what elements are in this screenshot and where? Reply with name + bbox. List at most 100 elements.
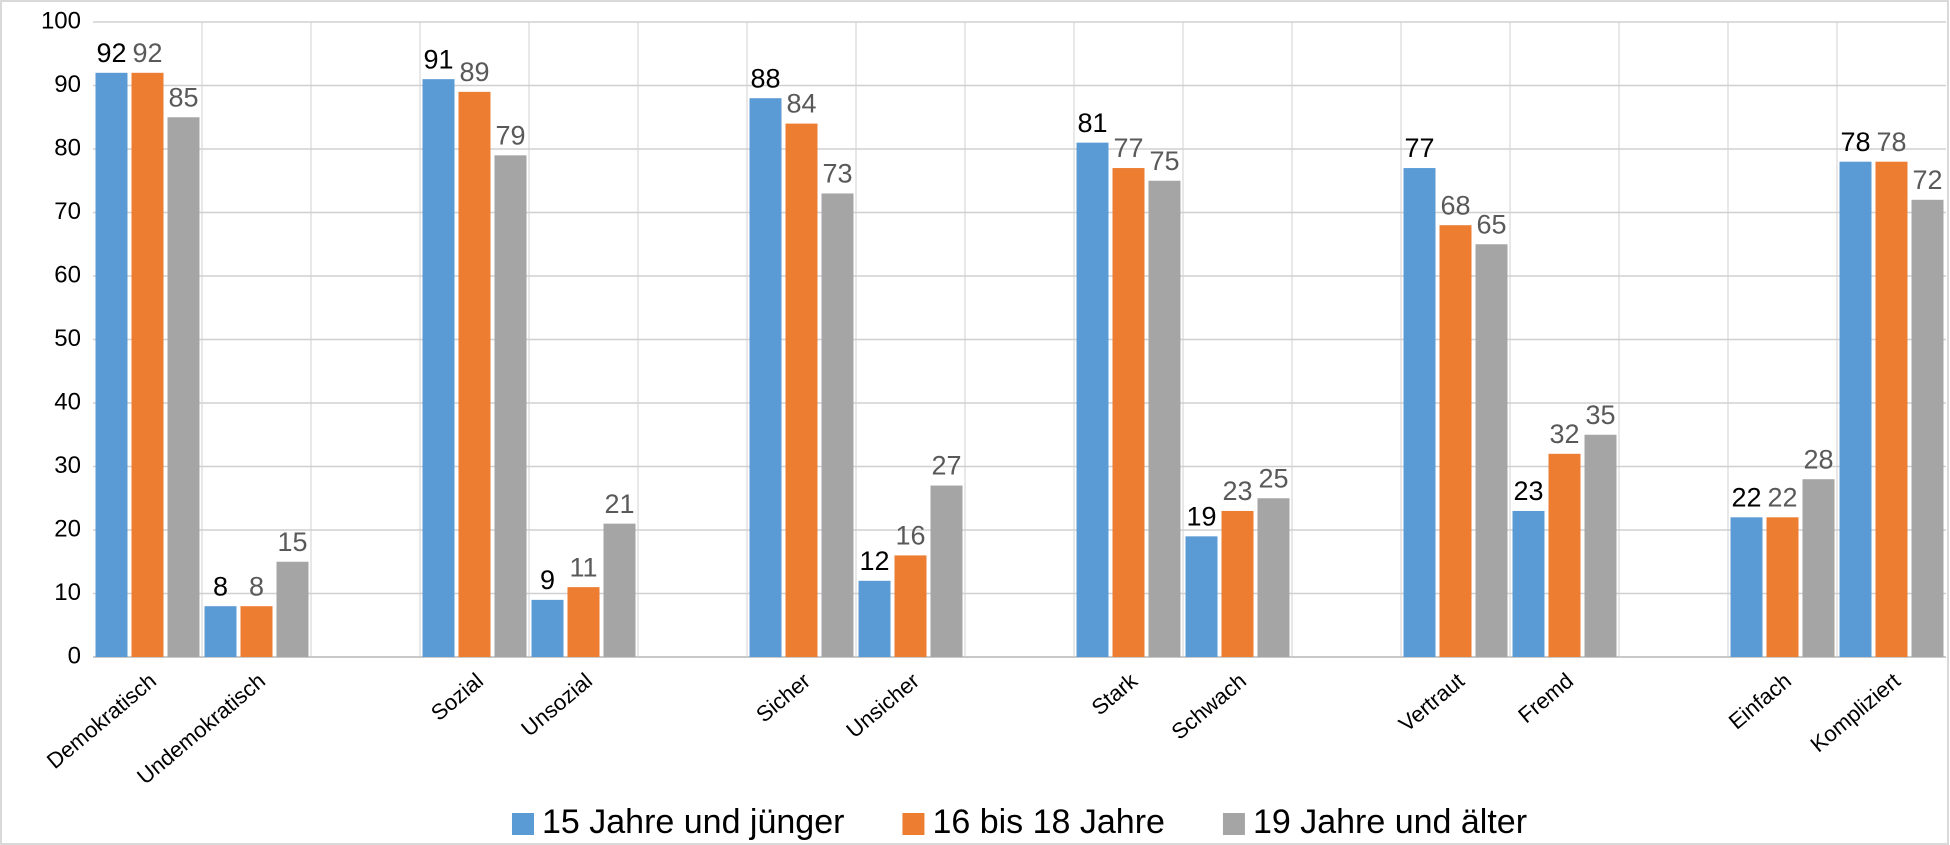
x-tick-label: Kompliziert <box>1806 668 1905 757</box>
legend-label: 16 bis 18 Jahre <box>932 803 1165 841</box>
bar <box>204 606 237 657</box>
value-label: 11 <box>569 552 597 582</box>
value-label: 78 <box>1840 127 1870 157</box>
y-tick-label: 50 <box>54 325 81 352</box>
bar <box>858 580 891 657</box>
bar <box>1403 168 1436 658</box>
value-label: 23 <box>1222 476 1252 506</box>
x-tick-label: Schwach <box>1167 668 1251 745</box>
value-label: 8 <box>249 571 264 601</box>
value-label: 22 <box>1731 482 1761 512</box>
bar <box>821 193 854 657</box>
value-label: 19 <box>1186 501 1216 531</box>
value-label: 89 <box>459 57 489 87</box>
y-tick-label: 80 <box>54 134 81 161</box>
legend-label: 15 Jahre und jünger <box>542 803 844 841</box>
value-label: 23 <box>1513 476 1543 506</box>
y-tick-label: 10 <box>54 579 81 606</box>
value-label: 9 <box>540 565 555 595</box>
bar <box>1076 142 1109 657</box>
y-tick-label: 40 <box>54 388 81 415</box>
y-tick-label: 30 <box>54 452 81 479</box>
y-tick-label: 0 <box>68 642 81 669</box>
value-label: 16 <box>895 521 925 551</box>
x-tick-label: Einfach <box>1724 668 1796 734</box>
bar <box>494 155 527 657</box>
value-label: 92 <box>132 38 162 68</box>
bar <box>167 117 200 657</box>
value-label: 79 <box>495 120 525 150</box>
bar <box>749 98 782 657</box>
legend-label: 19 Jahre und älter <box>1253 803 1527 841</box>
value-label: 68 <box>1440 190 1470 220</box>
x-tick-label: Fremd <box>1513 668 1578 728</box>
bar <box>567 587 600 657</box>
bar <box>1584 434 1617 657</box>
value-label: 77 <box>1113 133 1143 163</box>
bar <box>1802 479 1835 657</box>
value-label: 32 <box>1549 419 1579 449</box>
value-label: 28 <box>1803 444 1833 474</box>
value-label: 75 <box>1149 146 1179 176</box>
bar <box>131 72 164 658</box>
bar <box>1911 199 1944 658</box>
x-tick-label: Demokratisch <box>42 668 161 774</box>
y-tick-label: 60 <box>54 261 81 288</box>
bar <box>531 599 564 657</box>
bar <box>95 72 128 658</box>
value-label: 8 <box>213 571 228 601</box>
value-label: 91 <box>423 44 453 74</box>
bar <box>894 555 927 657</box>
value-label: 25 <box>1258 463 1288 493</box>
value-label: 81 <box>1077 108 1107 138</box>
bar <box>1548 453 1581 657</box>
bar <box>276 561 309 657</box>
y-tick-label: 90 <box>54 71 81 98</box>
value-label: 72 <box>1912 165 1942 195</box>
bar <box>240 606 273 657</box>
legend-swatch <box>511 813 534 835</box>
x-tick-label: Sicher <box>751 668 815 727</box>
bar <box>1148 180 1181 657</box>
value-label: 22 <box>1767 482 1797 512</box>
bar <box>930 485 963 657</box>
legend-swatch <box>1222 813 1245 835</box>
bar <box>458 91 491 658</box>
y-tick-label: 20 <box>54 515 81 542</box>
x-tick-label: Unsicher <box>841 668 924 743</box>
value-label: 27 <box>931 451 961 481</box>
value-label: 85 <box>168 82 198 112</box>
value-label: 65 <box>1476 209 1506 239</box>
value-label: 84 <box>786 89 816 119</box>
y-tick-label: 100 <box>41 7 81 34</box>
value-label: 12 <box>859 546 889 576</box>
bar <box>1512 510 1545 657</box>
bar <box>1730 517 1763 657</box>
value-label: 35 <box>1585 400 1615 430</box>
bar <box>1439 225 1472 657</box>
bar <box>1257 498 1290 657</box>
x-tick-label: Unsozial <box>516 668 597 741</box>
bar <box>1875 161 1908 657</box>
bar <box>422 79 455 657</box>
bar <box>1766 517 1799 657</box>
value-label: 73 <box>822 159 852 189</box>
y-tick-label: 70 <box>54 198 81 225</box>
bar <box>1185 536 1218 657</box>
bar <box>603 523 636 657</box>
x-tick-label: Vertraut <box>1394 668 1469 737</box>
x-tick-label: Sozial <box>426 668 488 726</box>
value-label: 77 <box>1404 133 1434 163</box>
value-label: 88 <box>750 63 780 93</box>
x-tick-label: Stark <box>1087 667 1143 720</box>
value-label: 92 <box>96 38 126 68</box>
bar <box>1221 510 1254 657</box>
bar <box>1475 244 1508 657</box>
value-label: 78 <box>1876 127 1906 157</box>
bar <box>1112 168 1145 658</box>
bar <box>1839 161 1872 657</box>
value-label: 15 <box>277 527 307 557</box>
value-label: 21 <box>604 489 634 519</box>
